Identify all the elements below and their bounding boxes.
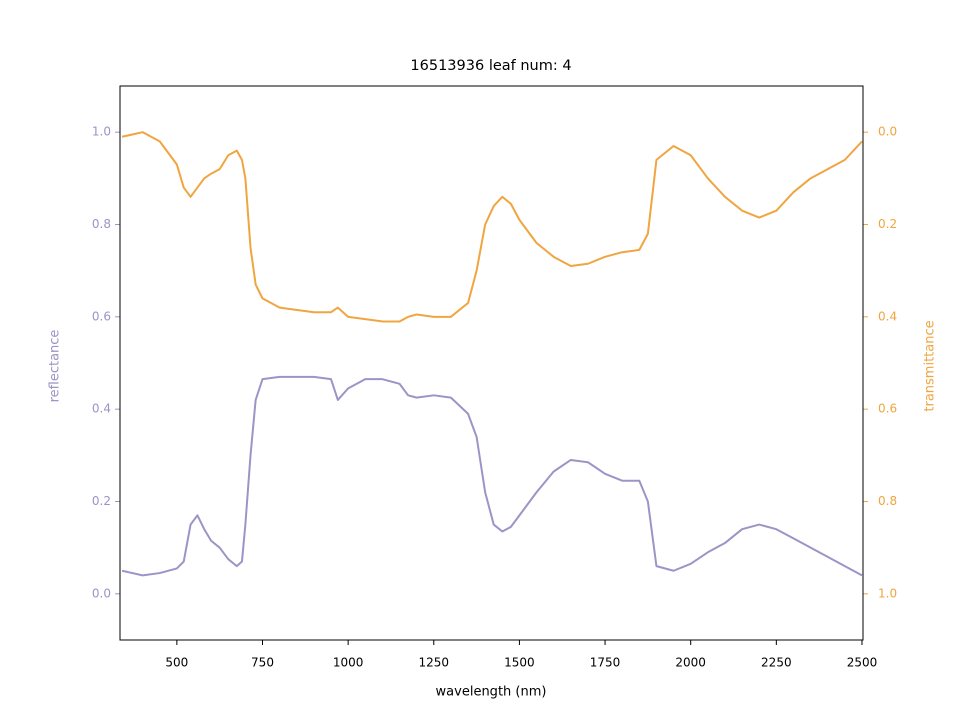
y-tick-label: 0.4	[92, 402, 111, 416]
y2-tick-label: 0.0	[878, 125, 897, 139]
series-line	[121, 375, 863, 577]
chart-title: 16513936 leaf num: 4	[410, 58, 571, 74]
x-tick-label: 2500	[847, 656, 878, 670]
y-axis-label: reflectance	[48, 330, 63, 403]
y2-tick-label: 0.8	[878, 494, 897, 508]
y-tick-label: 0.2	[92, 494, 111, 508]
y-tick-label: 0.6	[92, 309, 111, 323]
y-tick-label: 1.0	[92, 125, 111, 139]
y2-tick-label: 0.2	[878, 217, 897, 231]
y2-tick-label: 0.4	[878, 309, 897, 323]
x-tick-label: 2000	[675, 656, 706, 670]
y2-tick-label: 0.6	[878, 402, 897, 416]
y-tick-label: 0.0	[92, 586, 111, 600]
y-tick-label: 0.8	[92, 217, 111, 231]
x-tick-label: 1500	[504, 656, 535, 670]
x-tick-label: 1000	[333, 656, 364, 670]
plot-frame	[119, 85, 864, 641]
x-tick-label: 2250	[761, 656, 792, 670]
y2-tick-label: 1.0	[878, 586, 897, 600]
x-tick-label: 1250	[419, 656, 450, 670]
x-axis-label: wavelength (nm)	[436, 685, 547, 700]
y2-axis-label: transmittance	[923, 320, 938, 411]
x-tick-label: 500	[165, 656, 188, 670]
x-tick-label: 750	[251, 656, 274, 670]
series-line	[121, 131, 863, 323]
x-tick-label: 1750	[590, 656, 621, 670]
